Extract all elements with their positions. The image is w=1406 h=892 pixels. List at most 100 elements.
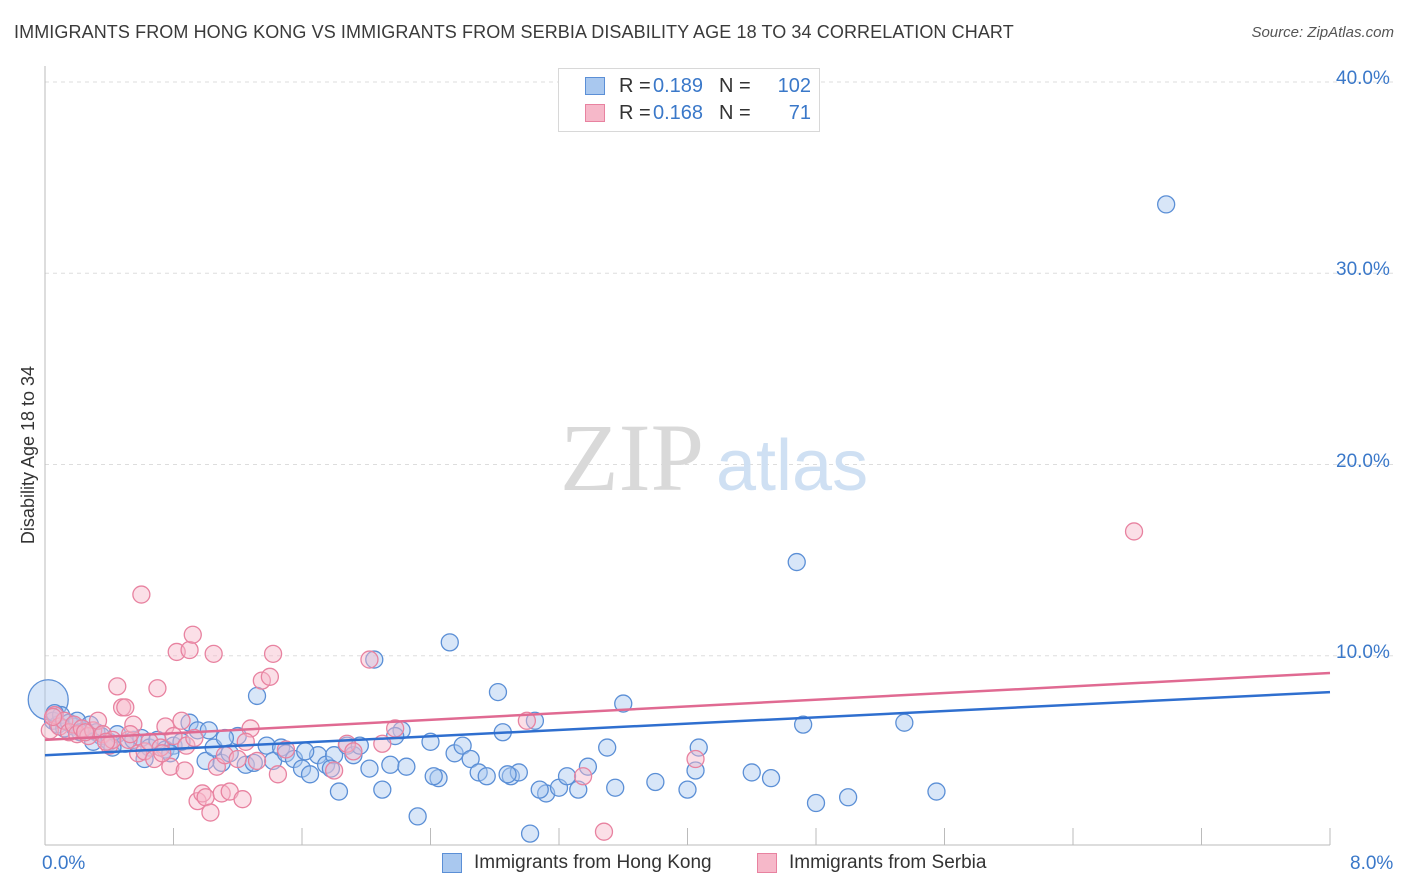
hong-kong-point bbox=[381, 755, 400, 774]
hong-kong-point bbox=[440, 633, 459, 652]
serbia-point bbox=[573, 767, 593, 786]
serbia-point bbox=[324, 761, 344, 780]
hong-kong-point bbox=[689, 738, 708, 757]
hong-kong-point bbox=[742, 763, 761, 782]
hong-kong-point bbox=[509, 763, 528, 782]
hong-kong-point bbox=[646, 772, 665, 792]
hong-kong-point bbox=[520, 824, 540, 843]
serbia-point bbox=[185, 728, 204, 748]
serbia-point bbox=[201, 803, 220, 822]
hong-kong-point bbox=[498, 765, 517, 784]
y-axis-label: Disability Age 18 to 34 bbox=[18, 366, 38, 544]
hong-kong-legend-swatch bbox=[442, 853, 462, 873]
legend-row-hong-kong: R = 0.189 N = 102 bbox=[585, 75, 811, 97]
hong-kong-point bbox=[365, 650, 384, 669]
source-label: Source: ZipAtlas.com bbox=[1251, 24, 1394, 41]
watermark-zip: ZIP bbox=[560, 404, 704, 511]
y-tick-label: 10.0% bbox=[1336, 641, 1390, 663]
hong-kong-point bbox=[806, 793, 826, 813]
hong-kong-point bbox=[578, 757, 598, 776]
legend-label: Immigrants from Serbia bbox=[789, 852, 987, 873]
hong-kong-point bbox=[461, 749, 480, 769]
series-serbia-points bbox=[40, 522, 1144, 841]
hong-kong-trend-line bbox=[44, 690, 1331, 757]
legend-label: Immigrants from Hong Kong bbox=[474, 852, 712, 873]
serbia-point bbox=[233, 790, 252, 809]
serbia-point bbox=[161, 757, 180, 776]
hong-kong-point bbox=[530, 780, 549, 799]
serbia-point bbox=[129, 744, 148, 763]
serbia-point bbox=[1124, 522, 1144, 541]
legend-item-serbia: Immigrants from Serbia bbox=[757, 852, 986, 874]
hong-kong-point bbox=[373, 780, 392, 799]
r-value: 0.168 bbox=[653, 101, 704, 124]
serbia-point bbox=[175, 761, 194, 780]
serbia-point bbox=[196, 788, 215, 807]
hong-kong-point bbox=[329, 782, 349, 801]
chart-title: IMMIGRANTS FROM HONG KONG VS IMMIGRANTS … bbox=[14, 22, 1014, 42]
n-label: N = bbox=[719, 74, 751, 97]
serbia-point bbox=[124, 715, 143, 734]
series-hong-kong-points bbox=[27, 195, 1176, 843]
serbia-point bbox=[43, 707, 63, 727]
hong-kong-point bbox=[196, 751, 215, 771]
series-legend: Immigrants from Hong Kong Immigrants fro… bbox=[0, 852, 1406, 876]
r-label: R = bbox=[619, 74, 651, 97]
serbia-point bbox=[228, 749, 247, 769]
hong-kong-point bbox=[569, 780, 588, 799]
legend-item-hong-kong: Immigrants from Hong Kong bbox=[442, 852, 712, 874]
hong-kong-point bbox=[321, 759, 341, 778]
hong-kong-point bbox=[488, 682, 508, 702]
hong-kong-point bbox=[557, 767, 577, 786]
serbia-point bbox=[183, 625, 202, 644]
serbia-trend-line bbox=[44, 671, 1331, 742]
serbia-point bbox=[686, 749, 705, 769]
hong-kong-point bbox=[794, 715, 813, 734]
hong-kong-point bbox=[477, 767, 496, 786]
hong-kong-point bbox=[838, 788, 858, 807]
serbia-legend-swatch bbox=[757, 853, 777, 873]
hong-kong-point bbox=[296, 742, 315, 761]
watermark-atlas: atlas bbox=[716, 426, 868, 506]
hong-kong-point bbox=[678, 780, 697, 799]
hong-kong-point bbox=[324, 746, 344, 765]
serbia-point bbox=[204, 644, 223, 663]
serbia-point bbox=[517, 711, 537, 730]
r-label: R = bbox=[619, 101, 651, 124]
y-tick-label: 40.0% bbox=[1336, 68, 1390, 89]
serbia-point bbox=[247, 751, 267, 771]
serbia-point bbox=[180, 640, 199, 660]
hong-kong-point bbox=[408, 807, 427, 826]
legend-row-serbia: R = 0.168 N = 71 bbox=[585, 102, 811, 124]
serbia-point bbox=[148, 679, 167, 698]
hong-kong-point bbox=[606, 778, 625, 797]
serbia-point bbox=[50, 717, 69, 736]
x-tick-min: 0.0% bbox=[42, 853, 86, 874]
hong-kong-point bbox=[761, 769, 781, 788]
serbia-point bbox=[55, 711, 74, 730]
serbia-point bbox=[263, 644, 283, 663]
hong-kong-point bbox=[453, 736, 472, 755]
hong-kong-point bbox=[247, 686, 267, 706]
serbia-point bbox=[236, 732, 255, 751]
serbia-point bbox=[132, 585, 151, 604]
hong-kong-point bbox=[787, 552, 806, 572]
r-value: 0.189 bbox=[653, 74, 704, 97]
hong-kong-point bbox=[598, 738, 617, 757]
serbia-point bbox=[88, 711, 108, 730]
serbia-point bbox=[360, 650, 379, 669]
hong-kong-point bbox=[397, 757, 416, 776]
serbia-point bbox=[268, 765, 288, 784]
x-tick-max: 8.0% bbox=[1350, 853, 1394, 874]
hong-kong-point bbox=[300, 765, 320, 784]
hong-kong-point bbox=[424, 767, 443, 786]
n-value: 102 bbox=[777, 74, 811, 97]
serbia-point bbox=[260, 667, 280, 686]
n-value: 71 bbox=[788, 101, 811, 124]
n-label: N = bbox=[719, 101, 751, 124]
serbia-point bbox=[153, 744, 172, 763]
correlation-legend: R = 0.189 N = 102 R = 0.168 N = 71 bbox=[558, 68, 820, 132]
serbia-point bbox=[594, 822, 614, 841]
y-tick-label: 20.0% bbox=[1336, 450, 1390, 472]
